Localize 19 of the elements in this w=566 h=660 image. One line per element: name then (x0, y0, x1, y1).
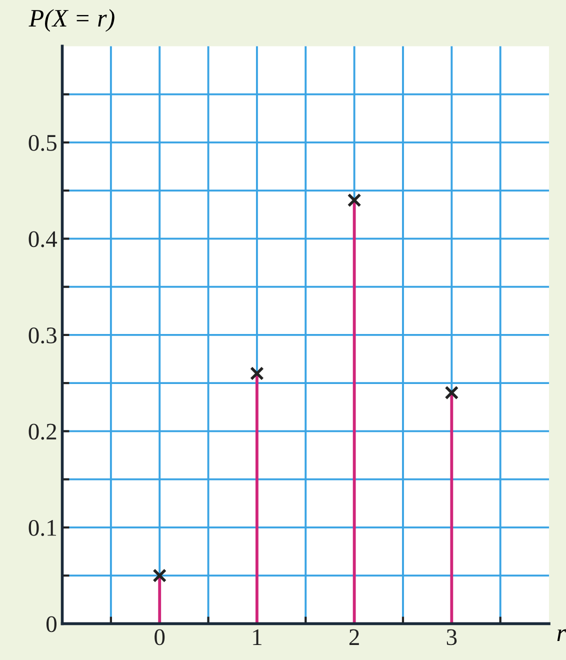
y-tick-label: 0 (46, 616, 56, 632)
y-tick-label: 0.2 (28, 424, 56, 440)
bar (352, 200, 356, 624)
x-tick-label: 0 (154, 629, 165, 646)
point (152, 568, 167, 583)
y-tick-label: 0.1 (28, 520, 56, 536)
y-tick-label: 0.4 (28, 231, 58, 248)
x-tick-label: 2 (349, 629, 359, 645)
point (250, 366, 264, 380)
x-tick-label: 1 (253, 629, 262, 645)
y-tick-label: 0.3 (28, 327, 56, 344)
x-tick-label: 3 (446, 629, 457, 646)
bar (158, 576, 162, 624)
x-axis-title: r (557, 629, 566, 642)
point (347, 193, 362, 208)
y-axis-title: P(X = r) (28, 9, 114, 32)
y-tick-label: 0.5 (28, 134, 56, 151)
point (444, 386, 459, 400)
bar (450, 392, 454, 624)
